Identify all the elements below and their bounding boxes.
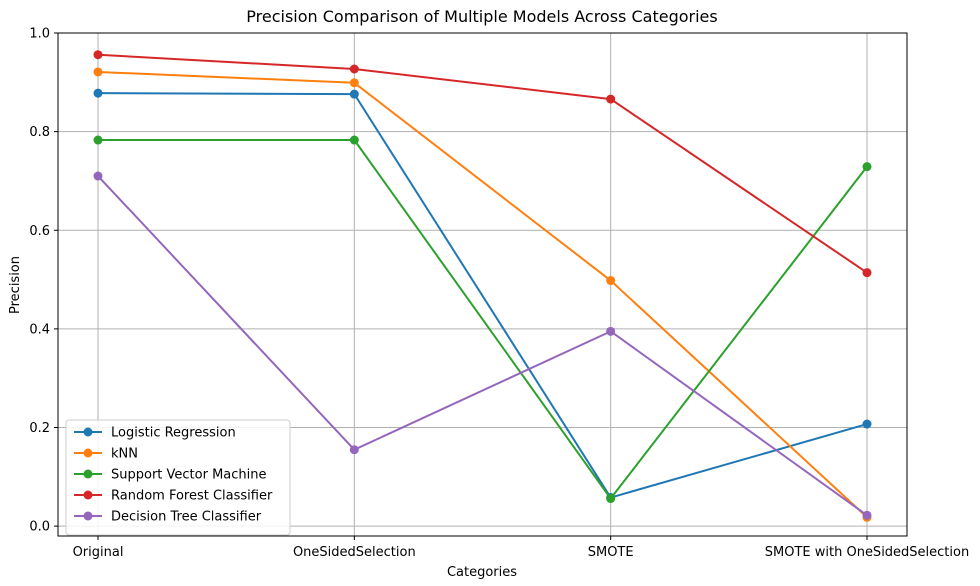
data-point <box>862 268 872 278</box>
legend-label: kNN <box>111 447 138 462</box>
data-point <box>862 162 872 172</box>
legend-item: Support Vector Machine <box>74 468 267 483</box>
legend-label: Support Vector Machine <box>111 468 267 483</box>
legend-marker <box>83 469 93 479</box>
y-tick-label: 1.0 <box>29 27 50 42</box>
legend-label: Random Forest Classifier <box>111 489 273 504</box>
series-group <box>93 135 872 504</box>
data-point <box>93 67 103 77</box>
legend-box <box>65 419 291 536</box>
y-tick-label: 0.4 <box>29 322 50 337</box>
data-point <box>349 78 359 88</box>
data-point <box>606 276 616 286</box>
data-point <box>862 419 872 429</box>
data-point <box>862 510 872 520</box>
y-tick-label: 0.8 <box>29 125 50 140</box>
legend-marker <box>83 511 93 521</box>
x-axis-title: Categories <box>447 565 517 580</box>
y-tick-label: 0.6 <box>29 224 50 239</box>
x-tick-label: SMOTE with OneSidedSelection <box>765 545 969 560</box>
legend-item: Random Forest Classifier <box>74 489 273 504</box>
x-tick-label: SMOTE <box>588 545 634 560</box>
legend-marker <box>83 490 93 500</box>
data-point <box>606 494 616 504</box>
series-line <box>97 70 868 518</box>
data-point <box>93 171 103 181</box>
data-point <box>606 326 616 336</box>
legend: Logistic Regression kNN Support Vector Mac… <box>65 419 291 536</box>
data-point <box>93 135 103 145</box>
x-tick-label: OneSidedSelection <box>293 545 416 560</box>
data-point <box>349 64 359 74</box>
legend-item: kNN <box>74 447 138 462</box>
series-line <box>97 175 868 517</box>
legend-marker <box>83 427 93 437</box>
legend-item: Logistic Regression <box>74 426 236 441</box>
data-point <box>349 89 359 99</box>
y-tick-label: 0.0 <box>29 520 50 535</box>
legend-marker <box>83 448 93 458</box>
y-axis-ticks: 0.0 0.2 0.4 0.6 0.8 1.0 <box>29 27 58 535</box>
legend-label: Logistic Regression <box>111 426 236 441</box>
x-axis-ticks: Original OneSidedSelection SMOTE SMOTE with… <box>73 536 969 560</box>
data-point <box>349 445 359 455</box>
series-layer <box>93 50 872 522</box>
series-line <box>97 92 868 499</box>
series-line <box>97 53 868 274</box>
y-axis-title: Precision <box>8 256 23 314</box>
data-point <box>93 50 103 60</box>
data-point <box>93 88 103 98</box>
y-tick-label: 0.2 <box>29 421 50 436</box>
legend-item: Decision Tree Classifier <box>74 510 262 525</box>
data-point <box>349 135 359 145</box>
series-group <box>93 171 872 520</box>
legend-label: Decision Tree Classifier <box>111 510 262 525</box>
series-group <box>93 50 872 278</box>
chart-title: Precision Comparison of Multiple Models … <box>246 7 717 26</box>
series-line <box>98 139 868 500</box>
x-tick-label: Original <box>73 545 124 560</box>
plot-frame <box>57 32 908 537</box>
data-point <box>606 94 616 104</box>
series-group <box>93 88 872 503</box>
